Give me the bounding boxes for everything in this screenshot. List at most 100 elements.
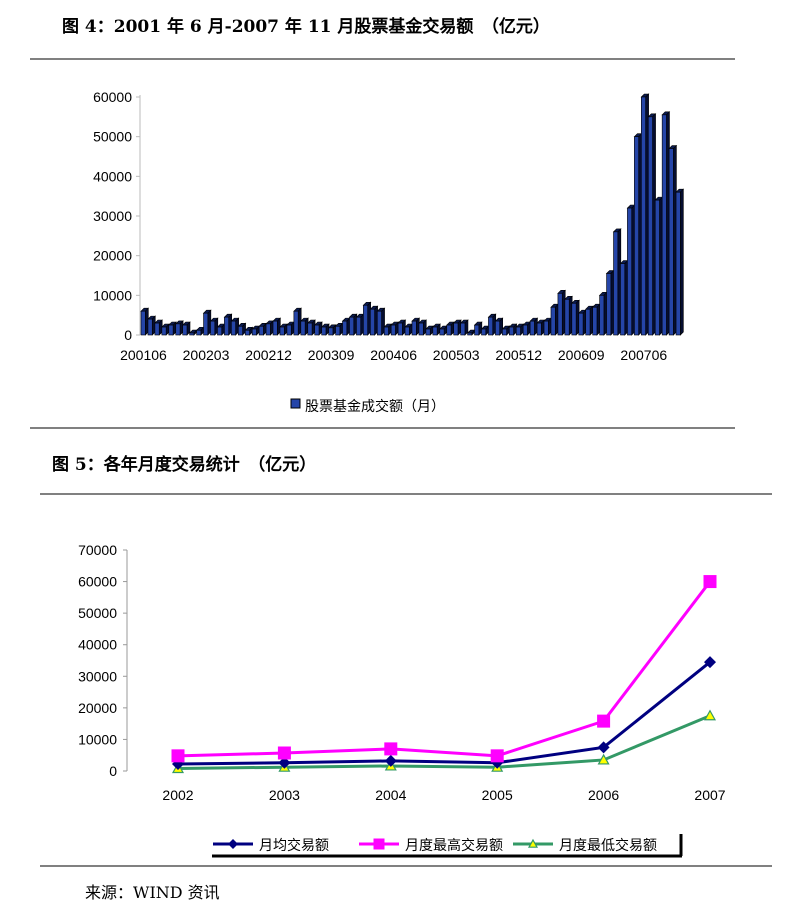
bar [300, 320, 306, 336]
x-tick-label: 2004 [375, 787, 406, 803]
bar [446, 324, 452, 336]
bar [397, 322, 403, 336]
bar [293, 310, 299, 336]
bar [467, 332, 473, 336]
bar [251, 328, 257, 336]
bar [592, 306, 598, 336]
bar [571, 302, 577, 336]
figure4-title: 图 4：2001 年 6 月-2007 年 11 月股票基金交易额 （亿元） [62, 16, 550, 37]
y-tick-label: 60000 [78, 574, 117, 590]
legend-label: 月度最高交易额 [405, 837, 503, 854]
legend-label: 股票基金成交额（月） [305, 398, 445, 415]
y-tick-label: 0 [109, 763, 117, 779]
bar [641, 96, 646, 336]
x-tick-label: 2002 [162, 787, 193, 803]
data-point-square [171, 749, 185, 763]
source-note: 来源：WIND 资讯 [85, 883, 220, 902]
data-point-diamond [228, 839, 238, 849]
figure4-bar-chart: 0 10000 20000 30000 40000 50000 60000 200106 200… [93, 89, 685, 363]
y-tick-label: 50000 [78, 605, 117, 621]
x-tick-label: 200706 [620, 347, 667, 363]
y-tick-label: 60000 [93, 89, 132, 105]
bar [231, 320, 236, 336]
bar [432, 326, 438, 336]
y-tick-label: 30000 [78, 668, 117, 684]
bar [550, 306, 556, 336]
bar [585, 308, 591, 336]
y-tick-label: 10000 [78, 731, 117, 747]
y-tick-label: 20000 [93, 248, 132, 264]
y-tick-label: 10000 [93, 287, 132, 303]
data-point-square [373, 838, 385, 850]
y-tick-label: 50000 [93, 129, 132, 145]
bar [488, 316, 494, 336]
bar [363, 304, 368, 336]
x-tick-label: 200512 [495, 347, 542, 363]
x-tick-label: 200609 [558, 347, 605, 363]
legend-label: 月均交易额 [259, 837, 329, 854]
y-tick-label: 40000 [78, 637, 117, 653]
bar [647, 116, 653, 336]
data-point-diamond [597, 741, 610, 754]
data-point-square [703, 575, 717, 589]
bar [606, 273, 612, 336]
bar [161, 326, 167, 336]
data-point-triangle [703, 709, 717, 721]
bar [237, 325, 243, 336]
data-point-square [597, 714, 611, 728]
bar [279, 326, 285, 336]
legend-swatch [290, 398, 301, 409]
bar [376, 310, 382, 336]
bar [196, 329, 202, 336]
x-tick-label: 2005 [482, 787, 513, 803]
bar [634, 136, 639, 336]
bar [564, 298, 570, 336]
series-line [177, 660, 711, 766]
bar [474, 324, 480, 336]
bar [404, 326, 410, 336]
bar [481, 328, 487, 336]
bar [529, 320, 535, 336]
bar [578, 312, 584, 336]
figure5-title: 图 5：各年月度交易统计 （亿元） [52, 454, 316, 475]
bar [182, 324, 188, 336]
x-tick-label: 200406 [370, 347, 417, 363]
bar-side [680, 188, 684, 336]
bar [515, 326, 521, 336]
bar [307, 322, 313, 336]
bar [439, 328, 445, 336]
bar [390, 324, 396, 336]
bar [258, 325, 264, 336]
data-point-triangle [527, 838, 539, 848]
bar [620, 263, 626, 336]
bar [502, 328, 507, 336]
legend-label: 月度最低交易额 [559, 837, 657, 854]
x-tick-label: 200106 [120, 347, 167, 363]
bar [661, 114, 667, 336]
data-point-diamond [278, 756, 291, 769]
bar [224, 316, 229, 336]
figure5-legend: 月均交易额 月度最高交易额 月度最低交易额 [210, 832, 683, 858]
bar [168, 324, 174, 336]
bar [154, 322, 160, 336]
x-tick-label: 2007 [694, 787, 725, 803]
bar [675, 191, 681, 336]
bar [418, 322, 424, 336]
bar [536, 322, 542, 336]
bar [460, 322, 466, 336]
bar [147, 318, 153, 336]
data-point-square [490, 749, 504, 763]
bar [342, 320, 348, 336]
bar [508, 326, 514, 336]
bar [599, 295, 605, 336]
bar [425, 328, 431, 336]
bar [411, 320, 417, 336]
y-tick-label: 30000 [93, 208, 132, 224]
bar [175, 323, 181, 336]
data-point-diamond [704, 656, 716, 669]
y-tick-label: 0 [124, 327, 132, 343]
data-point-triangle [597, 753, 610, 765]
y-tick-label: 40000 [93, 168, 132, 184]
bar [335, 325, 341, 336]
